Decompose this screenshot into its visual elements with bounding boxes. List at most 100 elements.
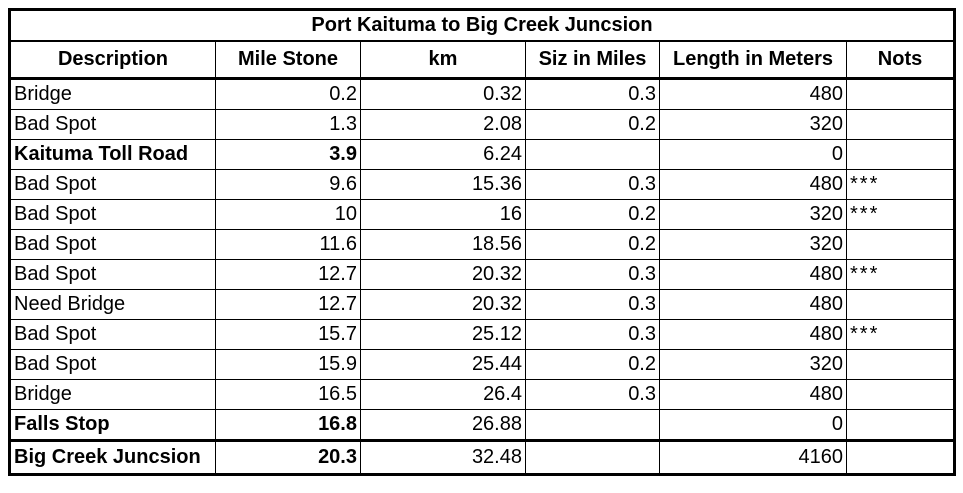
column-header: Length in Meters xyxy=(659,40,847,80)
table-cell: 2.08 xyxy=(360,109,526,140)
table-cell xyxy=(525,139,660,170)
column-header: Nots xyxy=(845,40,956,80)
table-cell: 0.3 xyxy=(525,319,660,350)
table-cell: Big Creek Juncsion xyxy=(9,439,216,475)
table-cell xyxy=(845,439,956,475)
table-row: Bad Spot 1.3 2.08 0.2 320 xyxy=(9,109,956,140)
table-row: Bad Spot 11.6 18.56 0.2 320 xyxy=(9,229,956,260)
table-cell: 16.5 xyxy=(215,379,361,410)
table-cell: 320 xyxy=(659,229,847,260)
table-cell: Need Bridge xyxy=(9,289,216,320)
table-cell xyxy=(525,439,660,475)
table-row: Kaituma Toll Road 3.9 6.24 0 xyxy=(9,139,956,170)
table-cell: 0 xyxy=(659,409,847,441)
column-header: Description xyxy=(9,40,216,80)
table-cell: Kaituma Toll Road xyxy=(9,139,216,170)
table-cell: 0.3 xyxy=(525,169,660,200)
table-cell: Bridge xyxy=(9,78,216,110)
table-cell: 15.9 xyxy=(215,349,361,380)
table-cell: 26.88 xyxy=(360,409,526,441)
header-row: Description Mile Stone km Siz in Miles Lengt… xyxy=(9,40,956,80)
table-body: Bridge 0.2 0.32 0.3 480 Bad Spot 1.3 2.08 0.2 320… xyxy=(9,78,956,475)
table-cell: 480 xyxy=(659,78,847,110)
table-cell: 12.7 xyxy=(215,259,361,290)
table-cell: Bad Spot xyxy=(9,319,216,350)
table-cell: 480 xyxy=(659,169,847,200)
table-cell: 0.2 xyxy=(525,199,660,230)
title-row: Port Kaituma to Big Creek Juncsion xyxy=(8,9,956,42)
table-cell: 480 xyxy=(659,319,847,350)
table-cell: Falls Stop xyxy=(9,409,216,441)
table-row: Bad Spot 15.7 25.12 0.3 480 *** xyxy=(9,319,956,350)
table-cell: 480 xyxy=(659,259,847,290)
table-cell: 16 xyxy=(360,199,526,230)
table-row: Bridge 16.5 26.4 0.3 480 xyxy=(9,379,956,410)
table-cell: 32.48 xyxy=(360,439,526,475)
table-cell xyxy=(525,409,660,441)
table-cell xyxy=(845,229,956,260)
table-cell xyxy=(845,289,956,320)
table-cell: 0.32 xyxy=(360,78,526,110)
table-cell: Bad Spot xyxy=(9,229,216,260)
table-cell xyxy=(845,409,956,441)
table-cell: 1.3 xyxy=(215,109,361,140)
table-cell: 9.6 xyxy=(215,169,361,200)
table-cell: 25.44 xyxy=(360,349,526,380)
table-cell xyxy=(845,109,956,140)
table-cell: 15.36 xyxy=(360,169,526,200)
table-cell xyxy=(845,349,956,380)
table-cell xyxy=(845,78,956,110)
table-cell: 480 xyxy=(659,289,847,320)
table-cell: Bad Spot xyxy=(9,109,216,140)
table-cell: 480 xyxy=(659,379,847,410)
data-table: Port Kaituma to Big Creek Juncsion Descr… xyxy=(8,8,957,476)
table-cell: 0.2 xyxy=(525,109,660,140)
table-cell: *** xyxy=(845,259,956,290)
column-header: Mile Stone xyxy=(215,40,361,80)
table-row: Bad Spot 10 16 0.2 320 *** xyxy=(9,199,956,230)
table-cell: 320 xyxy=(659,349,847,380)
table-cell: 10 xyxy=(215,199,361,230)
table-row: Need Bridge 12.7 20.32 0.3 480 xyxy=(9,289,956,320)
table-cell xyxy=(845,139,956,170)
table-cell: 320 xyxy=(659,109,847,140)
table-cell: 11.6 xyxy=(215,229,361,260)
table-cell: 0.3 xyxy=(525,78,660,110)
table-cell: Bad Spot xyxy=(9,349,216,380)
table-row: Bridge 0.2 0.32 0.3 480 xyxy=(9,78,956,110)
table-cell: 0.3 xyxy=(525,289,660,320)
table-cell: 20.32 xyxy=(360,289,526,320)
table-cell: *** xyxy=(845,169,956,200)
table-row: Falls Stop 16.8 26.88 0 xyxy=(9,409,956,441)
table-head: Port Kaituma to Big Creek Juncsion Descr… xyxy=(8,9,956,80)
table-row: Big Creek Juncsion 20.3 32.48 4160 xyxy=(9,439,956,475)
table-row: Bad Spot 9.6 15.36 0.3 480 *** xyxy=(9,169,956,200)
table-row: Bad Spot 12.7 20.32 0.3 480 *** xyxy=(9,259,956,290)
table-cell: 20.32 xyxy=(360,259,526,290)
table-row: Bad Spot 15.9 25.44 0.2 320 xyxy=(9,349,956,380)
table-cell xyxy=(845,379,956,410)
table-cell: *** xyxy=(845,319,956,350)
table-cell: 0.3 xyxy=(525,379,660,410)
table-cell: 18.56 xyxy=(360,229,526,260)
table-cell: 15.7 xyxy=(215,319,361,350)
table-title: Port Kaituma to Big Creek Juncsion xyxy=(8,9,956,42)
table-cell: 4160 xyxy=(659,439,847,475)
table-cell: 0.2 xyxy=(525,349,660,380)
table-cell: Bridge xyxy=(9,379,216,410)
table-cell: 6.24 xyxy=(360,139,526,170)
table-cell: 12.7 xyxy=(215,289,361,320)
table-cell: Bad Spot xyxy=(9,199,216,230)
column-header: km xyxy=(360,40,526,80)
table-cell: 3.9 xyxy=(215,139,361,170)
column-header: Siz in Miles xyxy=(525,40,660,80)
table-cell: 320 xyxy=(659,199,847,230)
table-cell: 25.12 xyxy=(360,319,526,350)
table-cell: 26.4 xyxy=(360,379,526,410)
table-cell: 16.8 xyxy=(215,409,361,441)
table-cell: Bad Spot xyxy=(9,259,216,290)
table-cell: 20.3 xyxy=(215,439,361,475)
table-cell: 0 xyxy=(659,139,847,170)
table-cell: 0.3 xyxy=(525,259,660,290)
